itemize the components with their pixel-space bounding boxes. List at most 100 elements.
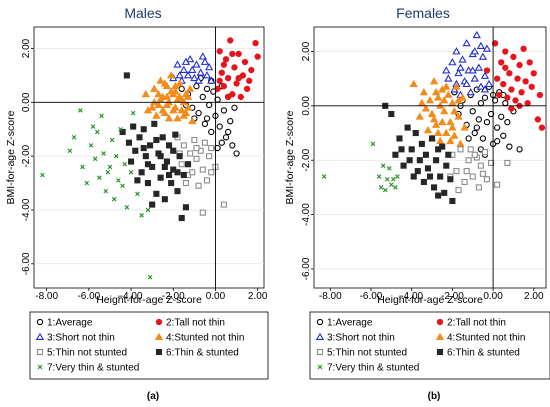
data-point (400, 162, 407, 169)
data-point (370, 141, 376, 147)
chart-title: Females (396, 5, 450, 21)
data-point (183, 71, 193, 79)
legend: 1:Average 2:Tall not thin 3:Short not thin… (29, 311, 269, 380)
data-point (173, 114, 182, 122)
data-point (494, 124, 501, 131)
data-point (443, 162, 450, 169)
data-point (254, 53, 261, 60)
legend-label: 3:Short not thin (47, 333, 115, 344)
data-point (168, 180, 175, 187)
legend-item: 2:Tall not thin (436, 318, 506, 329)
data-point (444, 90, 453, 98)
data-point (252, 39, 259, 47)
data-point (246, 77, 253, 84)
data-point (439, 143, 446, 150)
data-point (380, 163, 386, 168)
data-point (114, 153, 119, 159)
x-tick-label: -4.00 (120, 291, 143, 302)
data-point (220, 83, 228, 90)
data-point (174, 169, 181, 176)
data-point (429, 115, 439, 123)
data-point (506, 143, 513, 150)
data-point (99, 113, 104, 119)
data-point (378, 185, 384, 190)
data-point (201, 139, 208, 146)
data-point (183, 92, 193, 100)
data-point (185, 54, 195, 63)
data-point (160, 79, 169, 87)
legend-marker (36, 348, 44, 356)
data-point (454, 112, 463, 120)
data-point (514, 75, 521, 82)
x-tick-label: -6.00 (77, 291, 100, 302)
data-point (449, 197, 456, 205)
data-point (446, 136, 455, 145)
data-point (428, 135, 436, 142)
data-point (208, 128, 215, 136)
data-point (159, 134, 166, 141)
data-point (243, 85, 251, 93)
data-point (167, 87, 176, 95)
data-point (158, 106, 167, 114)
data-point (200, 57, 210, 65)
panel-caption: (b) (428, 391, 441, 402)
data-point (189, 169, 196, 176)
data-point (130, 110, 136, 116)
legend: 1:Average 2:Tall not thin 3:Short not thin… (309, 311, 550, 380)
legend-label: 4:Stunted not thin (447, 333, 525, 344)
data-point (483, 176, 491, 183)
data-point (220, 61, 228, 68)
data-point (165, 142, 173, 149)
legend-item: 5:Thin not stunted (316, 348, 407, 359)
chart-panel-females: Females 2.00 0.00 -2.00 -4.00 -6.00 -8.00 -6.00… (284, 5, 550, 402)
x-tick-label: -8.00 (35, 291, 58, 302)
data-point (483, 67, 491, 74)
data-point (141, 89, 150, 98)
data-point (237, 93, 244, 101)
y-tick-label: -4.00 (21, 198, 32, 221)
data-point (175, 79, 184, 87)
data-point (442, 66, 451, 74)
data-points (321, 30, 546, 205)
data-point (433, 128, 443, 136)
data-point (214, 85, 221, 93)
data-point (526, 59, 533, 66)
data-point (174, 188, 181, 195)
data-point (144, 180, 151, 187)
data-point (224, 74, 232, 82)
data-point (125, 139, 133, 146)
legend-label: 6:Thin & stunted (166, 348, 239, 359)
data-point (171, 81, 180, 90)
data-point (444, 74, 453, 82)
data-point (144, 161, 151, 168)
data-point (528, 83, 535, 90)
data-point (438, 117, 447, 126)
data-point (457, 146, 464, 153)
data-point (233, 80, 240, 87)
data-point (491, 40, 499, 47)
data-point (465, 135, 472, 142)
data-point (231, 104, 238, 111)
data-point (196, 68, 205, 76)
data-point (475, 184, 482, 191)
data-point (431, 184, 438, 191)
x-tick-label: 0.00 (483, 291, 503, 302)
data-point (118, 126, 123, 132)
data-point (167, 71, 176, 79)
data-point (452, 82, 461, 90)
legend-marker (36, 318, 44, 326)
data-point (458, 93, 467, 101)
data-point (150, 84, 159, 92)
data-point (431, 120, 441, 128)
data-point (143, 106, 153, 114)
data-point (165, 171, 173, 179)
data-point (460, 123, 469, 131)
data-point (202, 71, 212, 79)
data-point (203, 177, 211, 184)
data-point (233, 150, 240, 157)
data-point (235, 74, 242, 82)
legend-marker (154, 332, 164, 340)
data-point (412, 129, 419, 137)
x-axis-label: Height-for-age Z-score (377, 294, 483, 306)
data-point (471, 129, 478, 137)
